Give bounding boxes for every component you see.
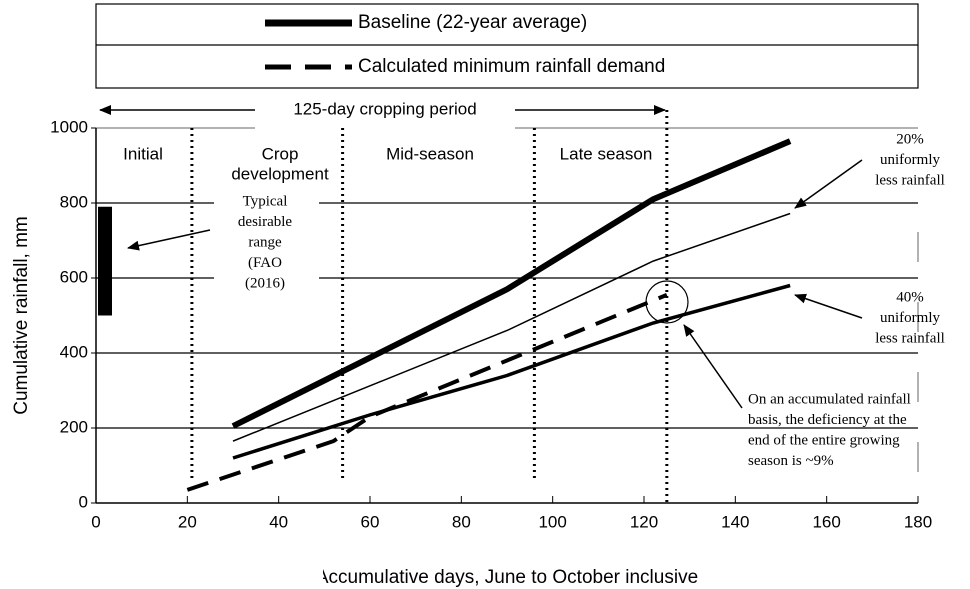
y-tick-label: 400 [60, 342, 88, 361]
legend-label: Calculated minimum rainfall demand [358, 56, 665, 77]
annotation: range [248, 234, 282, 250]
x-tick-label: 140 [721, 512, 749, 531]
phase-label: Late season [560, 144, 653, 163]
x-tick-label: 0 [91, 512, 100, 531]
series-line [186, 293, 668, 492]
annotation: 20% [896, 131, 924, 147]
series-line [232, 283, 791, 460]
annotation: less rainfall [875, 330, 945, 346]
series-line [232, 212, 791, 442]
phase-label: Crop [262, 144, 299, 163]
annotation: desirable [238, 214, 292, 230]
y-axis-label: Cumulative rainfall, mm [11, 216, 32, 415]
y-tick-label: 1000 [50, 117, 88, 136]
y-tick-label: 0 [79, 492, 88, 511]
annotation: uniformly [880, 152, 940, 168]
x-tick-label: 120 [630, 512, 658, 531]
legend-box [95, 3, 919, 89]
x-axis-label: Accumulative days, June to October inclu… [316, 567, 698, 588]
phase-label: development [231, 164, 329, 183]
annotation: basis, the deficiency at the [748, 412, 907, 428]
phase-label: Initial [123, 144, 163, 163]
annotation: end of the entire growing [748, 432, 900, 448]
annotation: (2016) [245, 275, 285, 291]
x-tick-label: 180 [904, 512, 932, 531]
y-tick-label: 600 [60, 267, 88, 286]
annotation: season is ~9% [748, 453, 834, 469]
label-bg [214, 189, 319, 315]
series-line [231, 138, 792, 429]
legend-label: Baseline (22-year average) [358, 12, 587, 33]
x-tick-label: 20 [178, 512, 197, 531]
arrow [683, 324, 743, 409]
annotation: uniformly [880, 310, 940, 326]
x-tick-label: 80 [452, 512, 471, 531]
arrow [127, 229, 211, 251]
x-tick-label: 60 [361, 512, 380, 531]
y-tick-label: 200 [60, 417, 88, 436]
x-tick-label: 100 [538, 512, 566, 531]
annotation: On an accumulated rainfall [748, 391, 911, 407]
annotation: less rainfall [875, 172, 945, 188]
phase-label: Mid-season [386, 144, 474, 163]
annotation: 40% [896, 289, 924, 305]
arrow [794, 159, 863, 209]
label-bg [203, 557, 323, 587]
annotation: (FAO [248, 255, 282, 271]
y-tick-label: 800 [60, 192, 88, 211]
x-tick-label: 40 [269, 512, 288, 531]
arrow [794, 293, 863, 319]
x-tick-label: 160 [812, 512, 840, 531]
annotation: Typical [243, 193, 288, 209]
desirable-range [98, 206, 112, 316]
period-label: 125-day cropping period [293, 99, 476, 118]
